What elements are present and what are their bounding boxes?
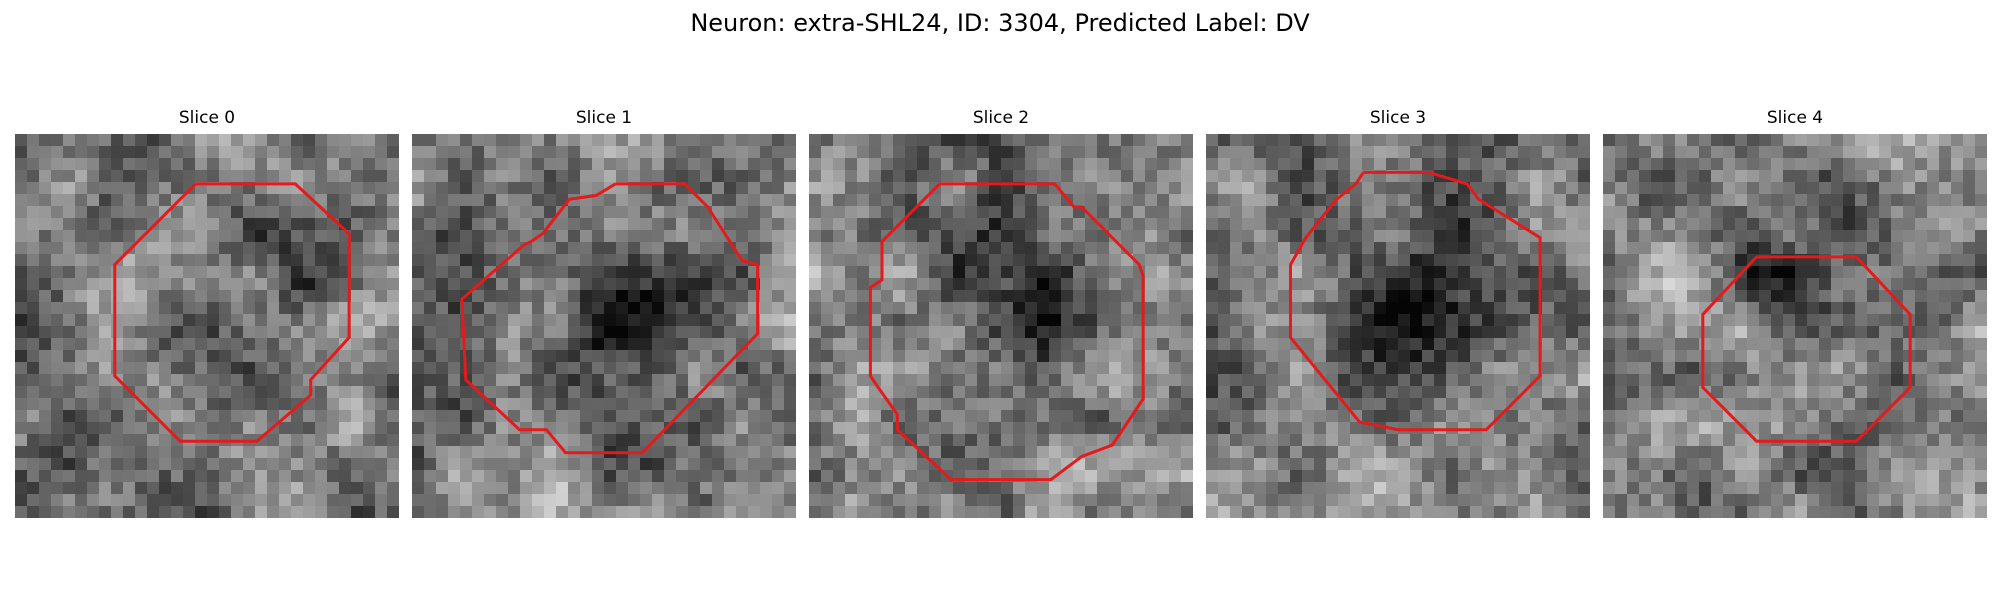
slice-title: Slice 3 xyxy=(1369,108,1427,128)
pixel-grid xyxy=(1206,134,1590,518)
slice-image xyxy=(1206,134,1590,518)
slice-image xyxy=(15,134,399,518)
roi-contour xyxy=(113,182,351,443)
slice-title: Slice 4 xyxy=(1766,108,1824,128)
pixel-grid xyxy=(1603,134,1987,518)
pixel-grid xyxy=(412,134,796,518)
roi-contour xyxy=(1701,255,1912,443)
slice-title: Slice 2 xyxy=(972,108,1030,128)
slice-title: Slice 0 xyxy=(178,108,236,128)
pixel-grid xyxy=(15,134,399,518)
roi-contour xyxy=(868,182,1145,482)
slice-image xyxy=(809,134,1193,518)
figure-title: Neuron: extra-SHL24, ID: 3304, Predicted… xyxy=(690,9,1310,37)
roi-contour xyxy=(1289,170,1542,432)
pixel-grid xyxy=(809,134,1193,518)
slice-image xyxy=(1603,134,1987,518)
slice-title: Slice 1 xyxy=(575,108,633,128)
roi-contour xyxy=(460,182,760,455)
slice-image xyxy=(412,134,796,518)
